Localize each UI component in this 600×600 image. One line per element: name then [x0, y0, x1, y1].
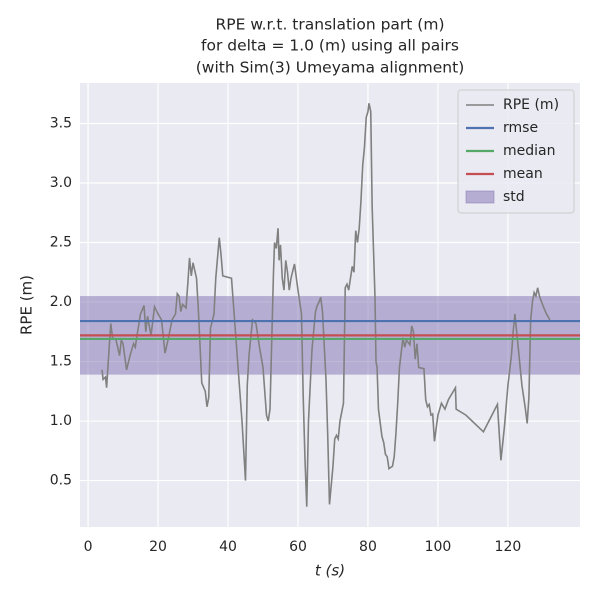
- x-tick-label: 120: [495, 539, 522, 555]
- data-line: [101, 103, 551, 507]
- x-tick-label: 80: [359, 539, 377, 555]
- x-tick-label: 100: [425, 539, 452, 555]
- y-tick-label: 0.5: [50, 473, 72, 489]
- y-tick-label: 2.0: [50, 294, 72, 310]
- y-tick-label: 2.5: [50, 235, 72, 251]
- y-tick-label: 3.5: [50, 115, 72, 131]
- y-tick-label: 1.5: [50, 354, 72, 370]
- chart-title: for delta = 1.0 (m) using all pairs: [201, 37, 459, 55]
- legend-swatch: [465, 190, 495, 204]
- x-axis-label: t (s): [315, 562, 345, 580]
- x-tick-label: 20: [149, 539, 167, 555]
- x-tick-label: 60: [289, 539, 307, 555]
- legend-label: median: [503, 143, 555, 159]
- y-axis-label: RPE (m): [18, 275, 36, 335]
- legend-box: [457, 89, 575, 214]
- x-tick-label: 40: [219, 539, 237, 555]
- legend-label: rmse: [503, 120, 538, 136]
- legend-label: std: [503, 189, 525, 205]
- y-tick-label: 3.0: [50, 175, 72, 191]
- chart-title: RPE w.r.t. translation part (m): [215, 16, 444, 34]
- legend-label: RPE (m): [503, 97, 559, 113]
- legend-label: mean: [503, 166, 543, 182]
- chart-title: (with Sim(3) Umeyama alignment): [196, 59, 465, 77]
- x-tick-label: 0: [84, 539, 93, 555]
- y-tick-label: 1.0: [50, 413, 72, 429]
